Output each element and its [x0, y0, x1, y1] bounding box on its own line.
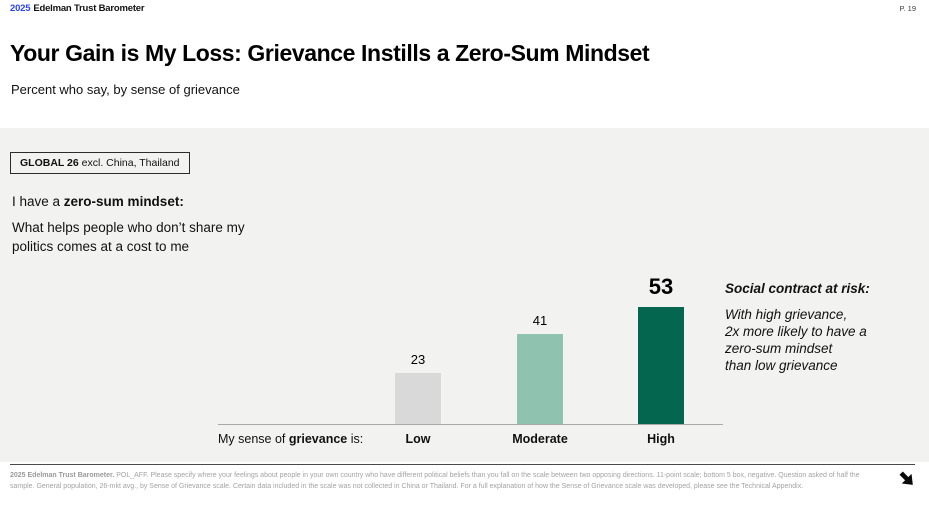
content-band — [0, 128, 929, 462]
x-axis-line — [218, 424, 723, 425]
axis-caption-emphasis: grievance — [288, 432, 348, 446]
bar-group-high: 53 — [638, 274, 684, 424]
page-number: P. 19 — [899, 4, 916, 13]
statement-emphasis: zero-sum mindset: — [63, 194, 184, 209]
statement-description: What helps people who don’t share my pol… — [12, 220, 245, 254]
annotation-heading: Social contract at risk: — [725, 281, 870, 296]
arrow-down-right-icon[interactable] — [896, 468, 918, 490]
footer-source-bold: 2025 Edelman Trust Barometer. — [10, 472, 115, 479]
category-label-low: Low — [405, 432, 431, 446]
brand-header: 2025 Edelman Trust Barometer — [10, 3, 145, 14]
statement-prefix: I have a — [12, 194, 64, 209]
brand-name: Edelman Trust Barometer — [33, 3, 145, 14]
brand-year: 2025 — [10, 3, 31, 14]
scope-badge-label: GLOBAL 26 — [20, 157, 79, 169]
annotation-body: With high grievance, 2x more likely to h… — [725, 307, 867, 373]
bar — [638, 307, 684, 424]
statement-block: I have a zero-sum mindset: What helps pe… — [12, 194, 272, 256]
scope-badge-suffix: excl. China, Thailand — [78, 157, 180, 169]
bar — [395, 373, 441, 424]
axis-caption-suffix: is: — [347, 432, 364, 446]
bar-value-moderate: 41 — [532, 313, 548, 328]
statement-lead: I have a zero-sum mindset: — [12, 194, 272, 209]
footer-source-text: POL_AFF. Please specify where your feeli… — [10, 472, 860, 490]
category-label-moderate: Moderate — [512, 432, 568, 446]
footer-source-note: 2025 Edelman Trust Barometer. POL_AFF. P… — [10, 471, 872, 492]
bar-value-high: 53 — [648, 274, 674, 299]
category-label-high: High — [647, 432, 675, 446]
annotation-block: Social contract at risk: With high griev… — [725, 281, 929, 374]
arrow-down-right-icon-svg — [899, 471, 913, 485]
page-subtitle: Percent who say, by sense of grievance — [11, 82, 240, 97]
x-axis-caption: My sense of grievance is: — [218, 432, 363, 446]
scope-badge: GLOBAL 26 excl. China, Thailand — [10, 152, 190, 174]
bar-group-low: 23 — [395, 352, 441, 424]
page-title: Your Gain is My Loss: Grievance Instills… — [10, 40, 650, 66]
footer-divider — [10, 464, 915, 465]
axis-caption-prefix: My sense of — [218, 432, 289, 446]
bar-chart: 23 41 53 — [218, 268, 723, 424]
bar-group-moderate: 41 — [517, 313, 563, 424]
bar — [517, 334, 563, 424]
bar-value-low: 23 — [410, 352, 426, 367]
